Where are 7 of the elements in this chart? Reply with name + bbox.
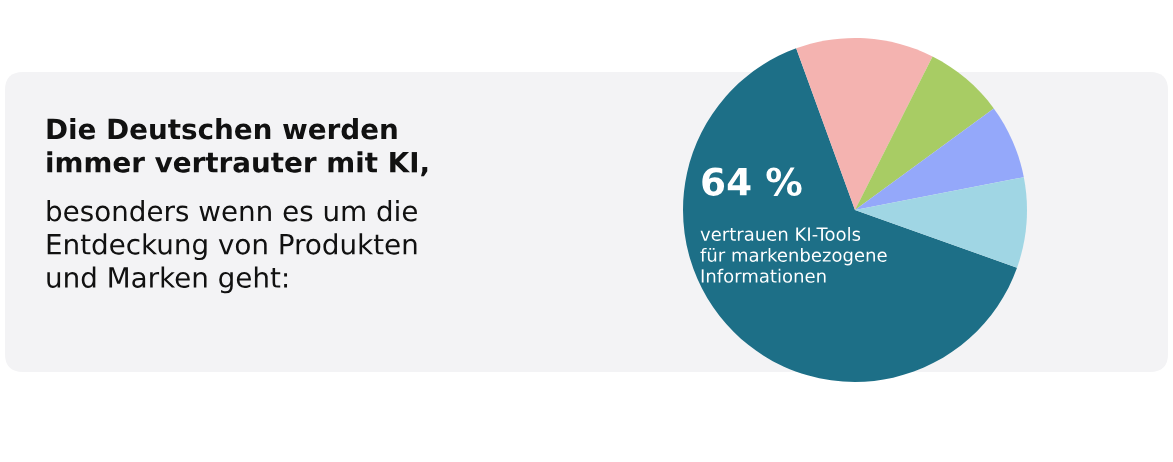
pie-slice [855, 56, 994, 210]
pie-slice [683, 48, 1018, 382]
text: besonders wenn es um die Entdeckung von Produkten und Marken geht: [47, 200, 417, 294]
data-label: 64 % [702, 167, 802, 196]
text: vertrauen KI-Tools für markenbezogene Informationen [700, 227, 887, 283]
pie-slice [855, 108, 1024, 210]
text: Die Deutschen werden immer vertrauter mit KI, [47, 118, 428, 177]
